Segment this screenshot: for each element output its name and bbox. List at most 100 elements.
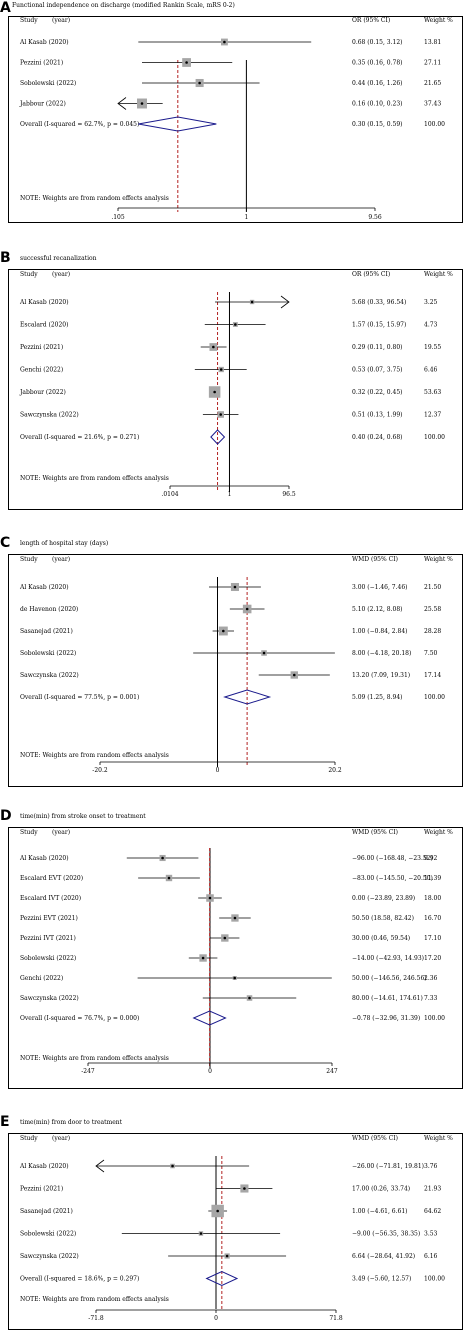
forest-plot-panel-c: C length of hospital stay (days) Study (y…: [0, 535, 468, 803]
column-header-weight: Weight %: [424, 17, 453, 24]
study-weight: 37.43: [424, 101, 441, 108]
overall-weight: 100.00: [424, 121, 445, 128]
study-label: Sasanejad (2021): [20, 628, 73, 635]
ci-clipped-arrow: [95, 1159, 105, 1173]
weights-note: NOTE: Weights are from random effects an…: [20, 752, 169, 759]
overall-label: Overall (I-squared = 18.6%, p = 0.297): [20, 1276, 139, 1283]
study-label: Sobolewski (2022): [20, 955, 76, 962]
study-label: Jabbour (2022): [19, 389, 66, 396]
study-label: Sobolewski (2022): [20, 1231, 76, 1238]
study-label: Pezzini (2021): [20, 1186, 63, 1193]
forest-plot-svg: Study (year) WMD (95% CI) Weight % Al Kasab …: [19, 556, 453, 774]
study-point-estimate: [161, 856, 164, 860]
x-tick-label: 0: [214, 1315, 218, 1322]
study-ci: 30.00 (0.46, 59.54): [352, 935, 410, 942]
study-ci: 0.00 (−23.89, 23.89): [352, 895, 415, 902]
study-point-estimate: [233, 585, 237, 589]
study-ci: 5.10 (2.12, 8.08): [352, 606, 402, 613]
overall-ci: 0.30 (0.15, 0.59): [352, 121, 402, 128]
study-weight: 18.00: [424, 895, 441, 902]
column-header-effect: WMD (95% CI): [352, 556, 398, 563]
study-point-estimate: [219, 368, 223, 371]
forest-plot-panel-e: E time(min) from door to treatment Study…: [0, 1114, 468, 1339]
study-label: Al Kasab (2020): [19, 1163, 69, 1170]
study-ci: 0.16 (0.10, 0.23): [352, 101, 402, 108]
study-label: Sawczynska (2022): [20, 672, 79, 679]
study-label: Al Kasab (2020): [19, 299, 69, 306]
overall-diamond: [138, 116, 217, 132]
x-tick-label: 0: [208, 1068, 212, 1075]
x-tick-label: -20.2: [92, 767, 108, 774]
plot-frame: [8, 1133, 463, 1330]
column-header-year: (year): [52, 829, 70, 836]
study-weight: 3.53: [424, 1231, 438, 1238]
study-point-estimate: [199, 1232, 203, 1235]
study-ci: −96.00 (−168.48, −23.52): [352, 855, 433, 862]
study-point-estimate: [198, 81, 201, 85]
column-header-effect: WMD (95% CI): [352, 1135, 398, 1142]
study-label: Al Kasab (2020): [19, 855, 69, 862]
study-point-estimate: [223, 40, 226, 44]
study-point-estimate: [233, 976, 236, 980]
study-label: Genchi (2022): [20, 975, 63, 982]
overall-label: Overall (I-squared = 21.6%, p = 0.271): [20, 434, 139, 441]
study-ci: 5.68 (0.33, 96.54): [352, 299, 406, 306]
study-ci: 50.50 (18.58, 82.42): [352, 915, 414, 922]
study-weight: 6.16: [424, 1253, 438, 1260]
study-ci: 6.64 (−28.64, 41.92): [352, 1253, 415, 1260]
column-header-study: Study: [20, 829, 38, 836]
study-weight: 28.28: [424, 628, 441, 635]
overall-diamond: [205, 1270, 239, 1287]
study-point-estimate: [243, 1187, 246, 1190]
study-weight: 6.46: [424, 367, 438, 374]
study-weight: 12.37: [424, 412, 441, 419]
study-point-estimate: [248, 996, 251, 1000]
plot-title: length of hospital stay (days): [20, 540, 109, 547]
panel-letter: A: [0, 0, 11, 16]
overall-label: Overall (I-squared = 76.7%, p = 0.000): [20, 1015, 139, 1022]
study-label: Escalard EVT (2020): [20, 875, 83, 882]
plot-title: Functional independence on discharge (mo…: [12, 2, 235, 9]
study-weight: 11.39: [424, 875, 441, 882]
x-tick-label: 247: [326, 1068, 338, 1075]
study-label: de Havenon (2020): [20, 606, 78, 613]
x-tick-label: 20.2: [328, 767, 342, 774]
study-ci: −83.00 (−145.50, −20.50): [352, 875, 433, 882]
weights-note: NOTE: Weights are from random effects an…: [20, 1055, 169, 1062]
study-point-estimate: [212, 345, 215, 349]
study-point-estimate: [216, 1209, 219, 1213]
plot-frame: [8, 827, 463, 1089]
study-point-estimate: [225, 1254, 229, 1258]
x-tick-label: 71.8: [329, 1315, 343, 1322]
study-ci: 1.00 (−4.61, 6.61): [352, 1208, 408, 1215]
x-tick-label: -71.8: [88, 1315, 104, 1322]
study-ci: −14.00 (−42.93, 14.93): [352, 955, 424, 962]
overall-ci: −0.78 (−32.96, 31.39): [352, 1015, 420, 1022]
study-label: Sasanejad (2021): [20, 1208, 73, 1215]
overall-label: Overall (I-squared = 62.7%, p = 0.045): [20, 121, 139, 128]
column-header-effect: WMD (95% CI): [352, 829, 398, 836]
overall-diamond: [223, 689, 272, 705]
forest-plot-panel-d: D time(min) from stroke onset to treatme…: [0, 808, 468, 1105]
panel-letter: E: [0, 1114, 10, 1130]
column-header-year: (year): [52, 556, 70, 563]
study-weight: 3.76: [424, 1163, 438, 1170]
study-ci: 0.51 (0.13, 1.99): [352, 412, 402, 419]
column-header-study: Study: [20, 556, 38, 563]
panel-letter: B: [0, 250, 11, 266]
study-label: Sawczynska (2022): [20, 412, 79, 419]
column-header-weight: Weight %: [424, 271, 453, 278]
study-label: Al Kasab (2020): [19, 584, 69, 591]
study-label: Sawczynska (2022): [20, 1253, 79, 1260]
study-ci: 50.00 (−146.56, 246.56): [352, 975, 427, 982]
study-weight: 13.81: [424, 39, 441, 46]
study-weight: 3.25: [424, 299, 438, 306]
overall-label: Overall (I-squared = 77.5%, p = 0.001): [20, 694, 139, 701]
study-ci: 0.32 (0.22, 0.45): [352, 389, 402, 396]
study-weight: 21.50: [424, 584, 441, 591]
overall-weight: 100.00: [424, 434, 445, 441]
study-point-estimate: [201, 956, 205, 960]
study-label: Al Kasab (2020): [19, 39, 69, 46]
study-ci: 0.35 (0.16, 0.78): [352, 60, 402, 67]
study-point-estimate: [292, 673, 296, 677]
